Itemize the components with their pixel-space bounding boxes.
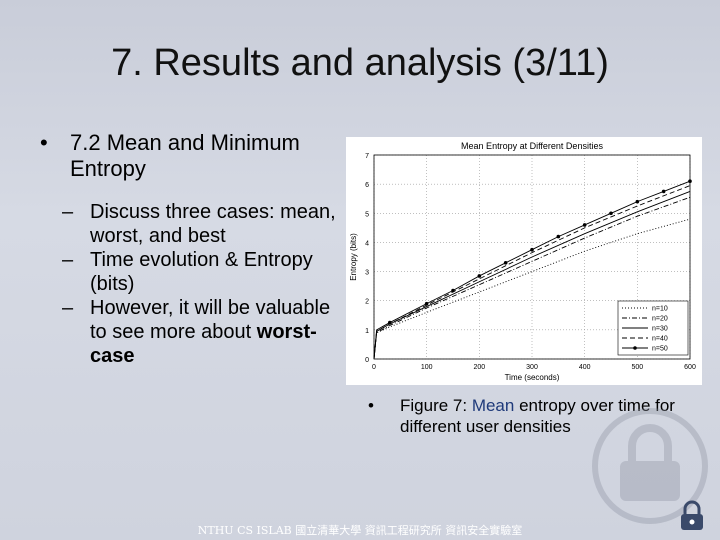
- data-point: [635, 199, 640, 204]
- entropy-chart: 0 1 2 3 4 5 6 7 0 100 200 300 400 500 600 Mean Entropy …: [349, 141, 696, 382]
- sub-bullet-text: However, it will be valuable to see more…: [90, 297, 331, 343]
- data-point: [477, 274, 482, 278]
- footer: NTHU CS ISLAB 國立清華大學 資訊工程研究所 資訊安全實驗室: [197, 524, 523, 537]
- sub-bullet-list: – Discuss three cases: mean, worst, and …: [40, 200, 340, 368]
- data-point: [556, 234, 561, 239]
- caption-highlight: Mean: [471, 396, 515, 415]
- x-tick-label: 300: [526, 364, 538, 371]
- lock-icon: [681, 500, 703, 530]
- bullet-list: • 7.2 Mean and Minimum Entropy – Discuss…: [40, 130, 340, 368]
- dash-icon: –: [62, 249, 74, 271]
- islab-watermark-icon: [592, 408, 708, 524]
- data-point: [388, 320, 392, 325]
- figure-caption: • Figure 7: Mean entropy over time for d…: [368, 395, 688, 437]
- chart-title: Mean Entropy at Different Densities: [461, 141, 603, 151]
- legend-label: n=30: [652, 326, 668, 333]
- main-bullet: • 7.2 Mean and Minimum Entropy: [40, 130, 340, 182]
- data-point: [582, 223, 587, 227]
- y-axis-label: Entropy (bits): [349, 233, 358, 281]
- sub-bullet-emphasis: worst-case: [90, 321, 317, 367]
- y-tick-label: 2: [365, 299, 369, 306]
- bullet-dot-icon: •: [368, 396, 374, 415]
- dash-icon: –: [62, 297, 74, 319]
- y-tick-label: 7: [365, 153, 369, 160]
- data-point: [424, 301, 429, 306]
- y-tick-label: 6: [365, 182, 369, 189]
- series-line-n40: [373, 185, 691, 360]
- legend-label: n=20: [652, 316, 668, 323]
- x-tick-label: 0: [372, 364, 376, 371]
- data-point: [661, 189, 666, 194]
- x-tick-label: 200: [473, 364, 485, 371]
- y-tick-label: 3: [365, 270, 369, 277]
- y-tick-label: 5: [365, 211, 369, 218]
- sub-bullet: – However, it will be valuable to see mo…: [40, 296, 340, 368]
- x-axis-label: Time (seconds): [505, 373, 560, 382]
- slide-title: 7. Results and analysis (3/11): [111, 42, 609, 84]
- y-tick-label: 1: [365, 328, 369, 335]
- series-line-n50: [373, 180, 691, 360]
- entropy-chart-figure: 0 1 2 3 4 5 6 7 0 100 200 300 400 500 600 Mean Entropy …: [346, 137, 702, 385]
- legend-marker: [633, 346, 637, 350]
- bullet-dot-icon: •: [40, 130, 48, 155]
- sub-bullet: – Discuss three cases: mean, worst, and …: [40, 200, 340, 248]
- data-point: [530, 247, 534, 252]
- data-point: [503, 261, 508, 265]
- legend-label: n=10: [652, 306, 668, 313]
- sub-bullet-text: Discuss three cases: mean, worst, and be…: [90, 201, 336, 247]
- x-tick-label: 400: [579, 364, 591, 371]
- x-tick-label: 600: [684, 364, 696, 371]
- sub-bullet-text: Time evolution & Entropy (bits): [90, 249, 313, 295]
- caption-prefix: Figure 7:: [400, 396, 472, 415]
- x-tick-label: 100: [421, 364, 433, 371]
- legend-label: n=50: [652, 346, 668, 353]
- y-tick-label: 0: [365, 357, 369, 364]
- series-line-n20: [373, 196, 691, 360]
- caption-suffix: entropy over time for different user den…: [400, 396, 675, 436]
- y-tick-label: 4: [365, 240, 369, 247]
- main-bullet-text: 7.2 Mean and Minimum Entropy: [70, 130, 300, 181]
- plot-frame: [373, 154, 691, 360]
- x-tick-label: 500: [631, 364, 643, 371]
- sub-bullet: – Time evolution & Entropy (bits): [40, 248, 340, 296]
- dash-icon: –: [62, 201, 74, 223]
- legend-label: n=40: [652, 336, 668, 343]
- data-point: [688, 179, 692, 184]
- data-point: [609, 211, 613, 216]
- data-point: [451, 288, 455, 293]
